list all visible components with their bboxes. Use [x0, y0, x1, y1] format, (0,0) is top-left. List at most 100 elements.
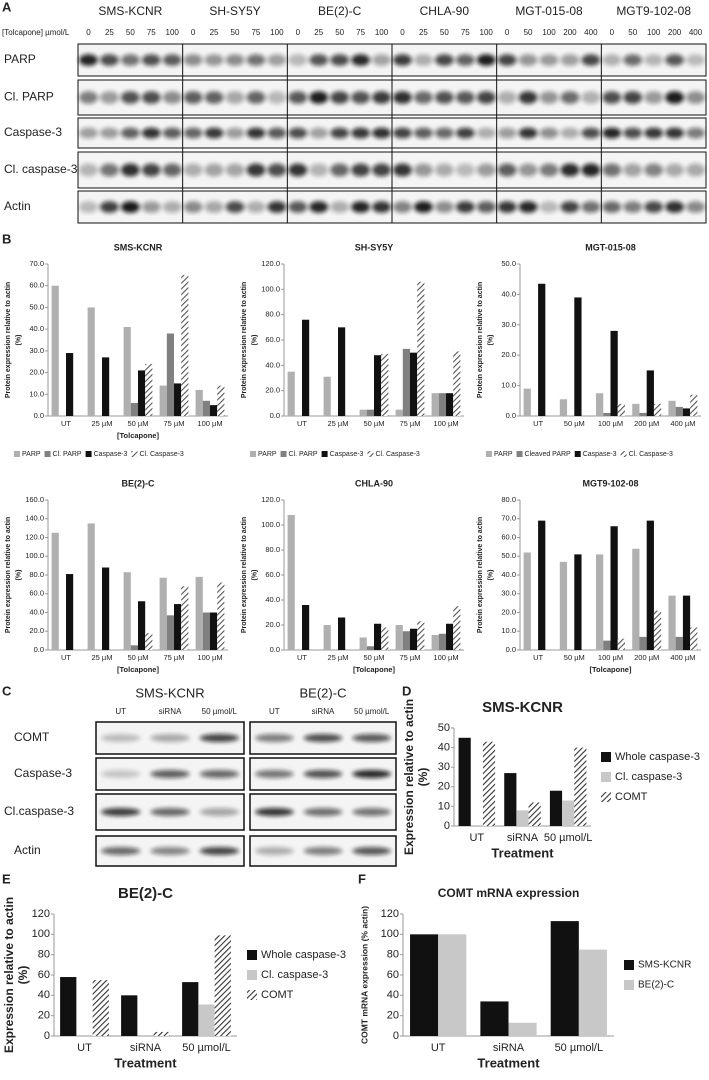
blot-band [518, 163, 538, 177]
bar [562, 800, 575, 826]
bar [138, 601, 146, 650]
y-tick-label: 20.0 [265, 386, 280, 395]
blot-band [330, 91, 350, 104]
blot-band [476, 127, 496, 139]
blot-band [162, 127, 182, 139]
bar [87, 523, 95, 650]
bar [559, 399, 568, 416]
protein-label: Cl. PARP [4, 90, 54, 104]
blot-band [539, 127, 559, 139]
dose-tick-label: 100 [166, 28, 180, 37]
chart-title: COMT mRNA expression [438, 886, 580, 900]
panel-label: B [2, 231, 11, 246]
blot-band [141, 163, 161, 177]
bar [668, 595, 676, 650]
legend-label: Cl. caspase-3 [615, 771, 682, 783]
y-tick-label: 100 [381, 928, 399, 940]
protein-label: Caspase-3 [14, 766, 72, 780]
y-tick-label: 20.0 [501, 350, 516, 359]
blot-band [560, 127, 580, 139]
bar [458, 737, 471, 826]
lane-label: siRNA [312, 707, 335, 716]
y-tick-label: 10.0 [501, 626, 516, 635]
legend-swatch [321, 451, 328, 457]
bar [617, 403, 625, 416]
blot-band [393, 91, 412, 104]
bar [66, 574, 74, 650]
x-axis-label: Treatment [491, 845, 554, 860]
bar [480, 1001, 509, 1036]
legend-label: COMT [615, 791, 648, 803]
x-tick-label: 100 µM [433, 419, 458, 428]
y-tick-label: 20.0 [501, 607, 516, 616]
blot-band [309, 163, 329, 177]
bar [632, 403, 640, 416]
protein-label: Actin [14, 843, 41, 857]
y-tick-label: 80.0 [29, 570, 44, 579]
dose-tick-label: 25 [314, 28, 323, 37]
y-axis-label: Protein expression relative to actin [477, 517, 484, 633]
blot-band [141, 54, 161, 66]
blot-band [141, 201, 161, 213]
bar [359, 637, 367, 650]
lane-label: UT [115, 707, 126, 716]
blot-band [120, 201, 140, 213]
bar [690, 627, 698, 650]
blot-band [183, 127, 203, 139]
blot-band [623, 127, 643, 139]
y-tick-label: 30.0 [501, 589, 516, 598]
x-tick-label: UT [61, 653, 71, 662]
chart-title: SMS-KCNR [114, 242, 163, 252]
blot-band [303, 734, 343, 742]
bar [559, 561, 568, 650]
blot-band [162, 163, 182, 177]
bar [675, 406, 683, 416]
blot-band [497, 201, 517, 213]
legend-label: Whole caspase-3 [615, 751, 700, 763]
blot-band [303, 808, 343, 816]
blot-band [246, 127, 266, 139]
legend-swatch [574, 451, 581, 457]
blot-band [455, 54, 475, 66]
blot-band [120, 163, 140, 177]
bar [202, 612, 210, 650]
panel-label: D [402, 683, 411, 698]
legend-label: PARP [22, 451, 41, 458]
blot-band [309, 54, 329, 66]
chart-title: MGT9-102-08 [582, 478, 638, 488]
bar [508, 1022, 537, 1036]
blot-band [497, 163, 517, 177]
blot-band [254, 808, 294, 816]
blot-band [581, 201, 601, 213]
bar [60, 977, 77, 1036]
x-tick-label: UT [533, 653, 543, 662]
blot-band [372, 91, 391, 104]
blot-band [644, 163, 664, 177]
blot-band [518, 91, 538, 104]
blot-band [665, 163, 685, 177]
y-tick-label: 50.0 [29, 302, 44, 311]
cell-line-label: BE(2)-C [318, 4, 362, 18]
blot-band [560, 201, 580, 213]
blot-band [199, 847, 240, 855]
blot-band [623, 54, 643, 66]
blot-band [602, 201, 622, 213]
x-tick-label: 200 µM [634, 653, 659, 662]
blot-band [518, 127, 538, 139]
dose-tick-label: 25 [105, 28, 114, 37]
y-tick-label: 30.0 [501, 320, 516, 329]
legend-swatch [250, 451, 256, 457]
blot-band [330, 54, 350, 66]
y-axis-label: COMT mRNA expression (% actin) [359, 906, 369, 1044]
y-tick-label: 100 [32, 928, 50, 940]
legend-label: Caspase-3 [583, 451, 617, 458]
blot-band [225, 163, 245, 177]
dose-tick-label: 50 [231, 28, 240, 37]
blot-band [686, 91, 705, 104]
x-tick-label: 400 µM [670, 653, 695, 662]
blot-band [120, 127, 140, 139]
chart-title: CHLA-90 [355, 478, 393, 488]
x-tick-label: 25 µM [328, 419, 349, 428]
dose-tick-label: 50 [440, 28, 449, 37]
x-tick-label: 50 µmol/L [544, 832, 593, 844]
